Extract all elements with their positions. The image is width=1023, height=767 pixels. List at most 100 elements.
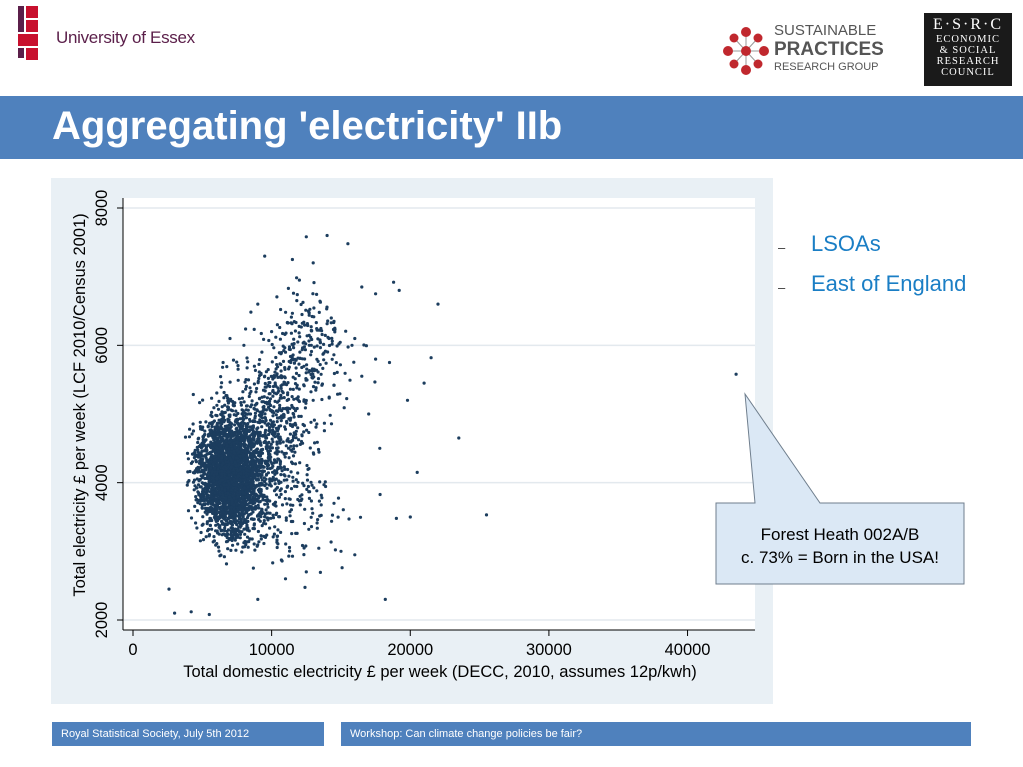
data-point <box>320 383 324 387</box>
data-point <box>259 458 263 462</box>
data-point <box>277 515 281 519</box>
data-point <box>358 515 363 519</box>
data-point <box>312 486 316 490</box>
data-point <box>270 466 274 470</box>
data-point <box>341 508 345 512</box>
data-point <box>294 371 299 375</box>
data-point <box>303 348 307 352</box>
data-point <box>240 487 245 491</box>
data-point <box>258 358 262 362</box>
data-point <box>258 494 262 498</box>
data-point <box>307 339 311 343</box>
data-point <box>238 417 242 421</box>
data-point <box>297 278 301 282</box>
data-point <box>283 474 287 478</box>
data-point <box>260 478 264 482</box>
data-point <box>216 463 220 467</box>
data-point <box>269 442 273 446</box>
data-point <box>191 422 195 426</box>
data-point <box>290 532 294 536</box>
data-point <box>254 492 258 497</box>
data-point <box>332 383 336 387</box>
data-point <box>220 435 224 439</box>
data-point <box>281 440 285 444</box>
data-point <box>397 288 401 292</box>
data-point <box>229 408 233 412</box>
data-point <box>214 427 218 431</box>
data-point <box>274 460 279 464</box>
data-point <box>457 436 461 440</box>
data-point <box>203 510 207 514</box>
data-point <box>405 398 410 402</box>
data-point <box>273 399 277 403</box>
data-point <box>284 516 288 520</box>
data-point <box>340 566 344 570</box>
data-point <box>305 367 309 371</box>
data-point <box>298 461 302 465</box>
data-point <box>374 357 378 361</box>
data-point <box>285 485 289 489</box>
data-point <box>214 513 218 517</box>
data-point <box>256 529 260 534</box>
data-point <box>228 511 232 515</box>
data-point <box>198 477 202 482</box>
data-point <box>238 441 243 445</box>
data-point <box>214 543 218 547</box>
data-point <box>290 424 295 429</box>
data-point <box>243 478 247 482</box>
esrc-line: COUNCIL <box>941 67 995 78</box>
data-point <box>305 428 309 432</box>
data-point <box>220 498 224 502</box>
data-point <box>279 437 283 442</box>
data-point <box>226 396 230 400</box>
data-point <box>223 469 227 473</box>
data-point <box>222 396 226 400</box>
data-point <box>326 335 330 339</box>
data-point <box>251 526 255 531</box>
data-point <box>215 391 219 395</box>
data-point <box>307 490 311 494</box>
data-point <box>333 548 337 552</box>
x-tick-label: 20000 <box>387 641 433 659</box>
data-point <box>268 397 273 401</box>
data-point <box>277 399 281 403</box>
data-point <box>291 353 295 357</box>
data-point <box>227 495 232 499</box>
data-point <box>193 469 197 473</box>
data-point <box>315 327 319 331</box>
data-point <box>275 363 279 367</box>
data-point <box>227 502 231 506</box>
data-point <box>273 500 278 504</box>
data-point <box>245 356 249 360</box>
data-point <box>265 396 269 400</box>
data-point <box>263 412 267 416</box>
chart-container: 2000 4000 6000 8000 0 10000 20000 30000 40000 To… <box>51 178 773 704</box>
data-point <box>293 462 298 466</box>
data-point <box>279 492 283 496</box>
data-point <box>318 299 322 303</box>
data-point <box>289 416 293 420</box>
data-point <box>283 467 287 471</box>
data-point <box>222 472 226 476</box>
data-point <box>314 388 318 392</box>
data-point <box>279 419 283 423</box>
data-point <box>198 401 202 405</box>
data-point <box>220 469 224 473</box>
data-point <box>240 530 244 534</box>
data-point <box>282 451 286 456</box>
data-point <box>271 513 275 517</box>
data-point <box>256 597 260 601</box>
data-point <box>256 420 260 424</box>
data-point <box>219 444 223 449</box>
data-point <box>262 476 266 480</box>
data-point <box>317 450 321 454</box>
data-point <box>284 331 288 335</box>
data-point <box>283 455 287 459</box>
data-point <box>327 343 332 348</box>
data-point <box>734 372 738 376</box>
data-point <box>217 439 221 443</box>
data-point <box>330 513 335 517</box>
data-point <box>255 464 260 468</box>
data-point <box>304 570 308 574</box>
data-point <box>205 452 209 456</box>
